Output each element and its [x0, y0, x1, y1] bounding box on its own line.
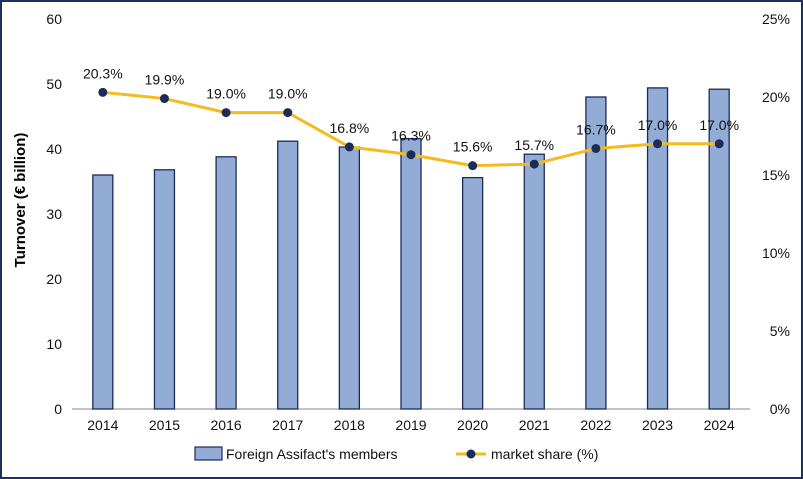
- legend-bar-swatch: [194, 446, 223, 461]
- x-axis-tick-label: 2015: [149, 417, 180, 433]
- data-labels: 20.3% 19.9% 19.0% 19.0% 16.8% 16.3% 15.6% 15.7%…: [83, 65, 739, 154]
- y-axis-tick-label: 40: [46, 141, 62, 157]
- x-axis-tick-label: 2014: [87, 417, 118, 433]
- bar: [400, 137, 422, 410]
- bar: [646, 87, 669, 410]
- x-axis-tick-label: 2021: [519, 417, 550, 433]
- y-axis-tick-label: 50: [46, 76, 62, 92]
- y-axis-tick-label: 10: [46, 336, 62, 352]
- data-label: 20.3%: [83, 65, 123, 81]
- data-label: 19.0%: [268, 86, 308, 102]
- y2-axis-tick-label: 25%: [762, 11, 790, 27]
- line-point: [98, 87, 108, 97]
- legend-bar-label: Foreign Assifact's members: [226, 446, 398, 462]
- y2-axis-tick-label: 20%: [762, 89, 790, 105]
- line-point: [714, 139, 724, 149]
- x-axis-tick-label: 2018: [334, 417, 365, 433]
- x-axis-tick-label: 2022: [580, 417, 611, 433]
- y-axis-title: Turnover (€ billion): [12, 133, 29, 268]
- bar-series: [92, 87, 730, 410]
- x-axis-tick-label: 2024: [704, 417, 735, 433]
- line-point: [653, 139, 663, 149]
- line-point: [221, 108, 231, 118]
- x-axis-tick-label: 2016: [211, 417, 242, 433]
- y-axis-tick-label: 0: [54, 401, 62, 417]
- line-series: [98, 87, 724, 171]
- data-label: 15.7%: [514, 137, 554, 153]
- y2-axis-tick-label: 0%: [770, 401, 790, 417]
- data-label: 17.0%: [638, 117, 678, 133]
- bar: [153, 169, 176, 410]
- bar: [92, 174, 114, 410]
- legend-line-label: market share (%): [491, 446, 598, 462]
- data-label: 16.8%: [330, 120, 370, 136]
- data-label: 17.0%: [699, 117, 739, 133]
- bar: [585, 96, 607, 410]
- line-point: [468, 161, 478, 171]
- line-point: [406, 150, 416, 160]
- data-label: 15.6%: [453, 139, 493, 155]
- data-label: 16.7%: [576, 121, 616, 137]
- axes: 0 10 20 30 40 50 60 0% 5% 10% 15% 20% 25% 2014 2015 201…: [46, 11, 790, 433]
- y2-axis-tick-label: 15%: [762, 167, 790, 183]
- line-point: [529, 159, 539, 169]
- y2-axis-tick-label: 5%: [770, 323, 790, 339]
- data-label: 16.3%: [391, 128, 431, 144]
- y2-axis-tick-label: 10%: [762, 245, 790, 261]
- bar: [277, 140, 299, 410]
- data-label: 19.0%: [206, 86, 246, 102]
- line-point: [344, 142, 354, 152]
- bar: [338, 146, 361, 410]
- bar: [523, 153, 545, 410]
- legend: Foreign Assifact's members market share …: [194, 446, 598, 462]
- line-point: [591, 143, 601, 153]
- y-axis-tick-label: 60: [46, 11, 62, 27]
- data-label: 19.9%: [145, 72, 185, 88]
- x-axis-tick-label: 2023: [642, 417, 673, 433]
- bar: [461, 176, 484, 410]
- y-axis-tick-label: 20: [46, 271, 62, 287]
- line-point: [283, 108, 293, 118]
- legend-line-marker: [466, 449, 476, 459]
- bar: [708, 88, 730, 410]
- bar: [215, 156, 237, 410]
- x-axis-tick-label: 2017: [272, 417, 303, 433]
- x-axis-tick-label: 2019: [395, 417, 426, 433]
- x-axis-tick-label: 2020: [457, 417, 488, 433]
- y-axis-tick-label: 30: [46, 206, 62, 222]
- line-point: [159, 94, 169, 104]
